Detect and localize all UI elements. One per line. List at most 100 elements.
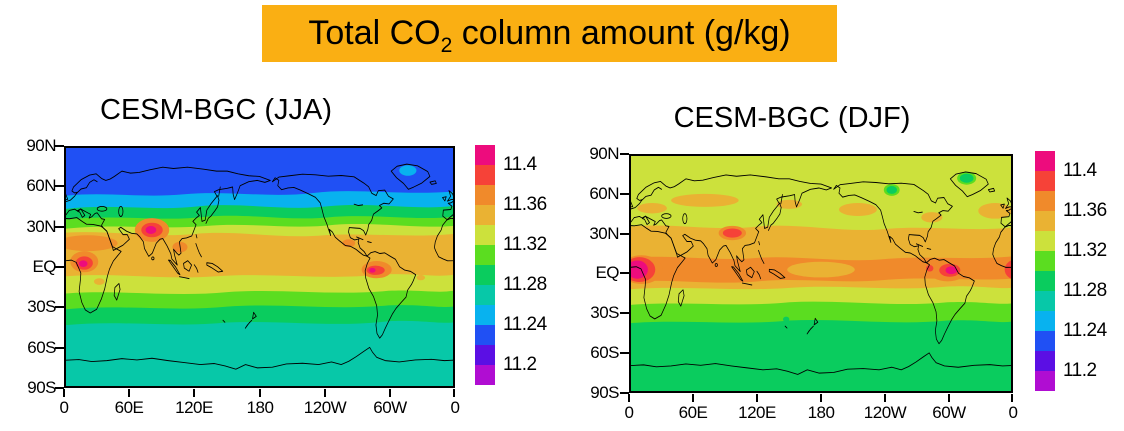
lat-tick-label: 90N [26,136,56,155]
colorbar-segment [1035,191,1055,211]
lon-tick-mark [389,389,391,397]
lat-tick-mark [620,272,629,274]
lat-tick-label: 30N [589,224,619,243]
colorbar-segment [475,245,495,265]
lat-tick-label: 60S [590,343,619,362]
colorbar-tick-label: 11.4 [1063,160,1097,181]
colorbar-segment [1035,371,1055,391]
lon-tick-mark [128,389,130,397]
lon-tick-label: 0 [1008,403,1018,422]
map-jja [64,146,455,388]
lat-tick-label: 60S [27,338,56,357]
colorbar-tick-label: 11.32 [503,234,547,255]
lat-tick-label: 90N [589,144,619,163]
lon-tick-label: 0 [59,398,69,417]
colorbar-segment [1035,271,1055,291]
panel-title-djf: CESM-BGC (DJF) [673,102,911,134]
lon-tick-mark [453,389,455,397]
lon-tick-label: 0 [450,398,460,417]
map-djf-svg [631,156,1011,391]
lon-tick-label: 120E [738,403,776,422]
lat-tick-mark [620,233,629,235]
lat-tick-mark [620,392,629,394]
lon-tick-label: 60E [114,398,144,417]
colorbar-tick-label: 11.24 [503,314,547,335]
lat-tick-mark [55,347,64,349]
lon-tick-label: 120E [175,398,213,417]
lon-tick-mark [63,389,65,397]
colorbar-segment [1035,351,1055,371]
lon-tick-label: 60W [932,403,966,422]
lon-tick-mark [884,394,886,402]
colorbar-tick-label: 11.32 [1063,240,1107,261]
colorbar-segment [475,185,495,205]
lon-tick-label: 180 [246,398,274,417]
lat-tick-label: 90S [27,378,56,397]
lat-tick-mark [620,352,629,354]
lat-tick-mark [55,266,64,268]
lat-tick-label: 30S [590,303,619,322]
lon-tick-label: 60E [678,403,708,422]
lat-tick-label: 60N [589,184,619,203]
lon-tick-mark [628,394,630,402]
colorbar-segment [475,205,495,225]
colorbar-tick-label: 11.36 [503,194,547,215]
colorbar-segment [475,325,495,345]
colorbar-segment [1035,211,1055,231]
colorbar-tick-label: 11.2 [503,354,537,375]
colorbar-segment [1035,171,1055,191]
colorbar-segment [475,285,495,305]
colorbar-segment [475,225,495,245]
lat-tick-mark [55,185,64,187]
colorbar-segment [475,365,495,385]
colorbar-jja [475,145,495,385]
lat-tick-mark [620,312,629,314]
lon-tick-label: 0 [624,403,634,422]
lon-tick-label: 120W [303,398,347,417]
lat-tick-mark [620,153,629,155]
colorbar-segment [1035,151,1055,171]
lon-tick-mark [820,394,822,402]
colorbar-tick-label: 11.36 [1063,200,1107,221]
lat-tick-label: 30N [26,217,56,236]
colorbar-tick-label: 11.2 [1063,360,1097,381]
lat-tick-label: EQ [32,257,56,276]
lat-tick-mark [620,193,629,195]
lat-tick-label: 90S [590,383,619,402]
lat-tick-label: EQ [595,263,619,282]
jja-hotspots [66,218,426,285]
colorbar-segment [1035,331,1055,351]
title-text: Total CO2 column amount (g/kg) [308,14,791,57]
colorbar-segment [475,265,495,285]
colorbar-segment [475,305,495,325]
lon-tick-mark [1011,394,1013,402]
jja-contour-bands [66,148,453,386]
lon-tick-mark [692,394,694,402]
colorbar-tick-label: 11.24 [1063,320,1107,341]
djf-contour-bands [631,156,1011,391]
lon-tick-label: 180 [807,403,835,422]
colorbar-djf [1035,151,1055,391]
title-banner: Total CO2 column amount (g/kg) [262,5,837,62]
lat-tick-label: 60N [26,176,56,195]
lon-tick-label: 60W [373,398,407,417]
lat-tick-mark [55,145,64,147]
lon-tick-mark [193,389,195,397]
map-jja-svg [66,148,453,386]
map-djf [629,154,1013,393]
lon-tick-mark [259,389,261,397]
lon-tick-mark [756,394,758,402]
lat-tick-mark [55,387,64,389]
lat-tick-label: 30S [27,297,56,316]
djf-hotspots [631,225,1011,322]
lon-tick-mark [324,389,326,397]
colorbar-segment [1035,251,1055,271]
colorbar-segment [475,345,495,365]
colorbar-segment [1035,231,1055,251]
panel-title-jja: CESM-BGC (JJA) [100,94,332,126]
lon-tick-label: 120W [863,403,907,422]
colorbar-tick-label: 11.28 [503,274,547,295]
title-subscript: 2 [440,33,453,57]
colorbar-segment [475,145,495,165]
